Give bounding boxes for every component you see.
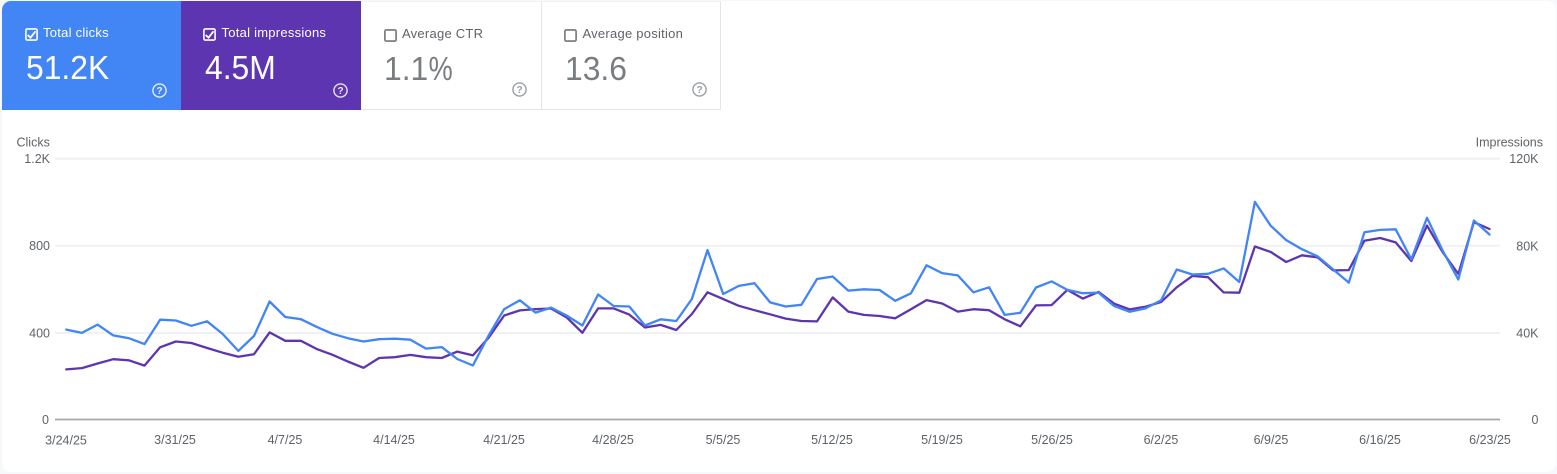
svg-text:Clicks: Clicks bbox=[17, 135, 50, 149]
svg-text:5/26/25: 5/26/25 bbox=[1031, 433, 1073, 447]
svg-text:0: 0 bbox=[42, 413, 49, 427]
svg-text:6/9/25: 6/9/25 bbox=[1254, 433, 1289, 447]
svg-text:80K: 80K bbox=[1516, 239, 1539, 253]
svg-text:?: ? bbox=[696, 85, 702, 96]
svg-text:3/31/25: 3/31/25 bbox=[154, 433, 196, 447]
svg-text:5/5/25: 5/5/25 bbox=[706, 433, 741, 447]
svg-text:?: ? bbox=[337, 86, 343, 97]
svg-text:400: 400 bbox=[29, 326, 50, 340]
svg-text:1.2K: 1.2K bbox=[24, 152, 50, 166]
svg-text:40K: 40K bbox=[1516, 327, 1539, 341]
svg-text:6/23/25: 6/23/25 bbox=[1469, 433, 1511, 447]
svg-text:0: 0 bbox=[1532, 413, 1539, 427]
svg-text:6/16/25: 6/16/25 bbox=[1359, 433, 1401, 447]
svg-text:?: ? bbox=[516, 85, 522, 96]
svg-text:120K: 120K bbox=[1509, 152, 1539, 166]
svg-text:4/21/25: 4/21/25 bbox=[483, 433, 525, 447]
svg-text:5/12/25: 5/12/25 bbox=[811, 433, 853, 447]
svg-text:5/19/25: 5/19/25 bbox=[921, 433, 963, 447]
svg-text:?: ? bbox=[156, 86, 162, 97]
svg-text:4/28/25: 4/28/25 bbox=[592, 433, 634, 447]
svg-text:4/14/25: 4/14/25 bbox=[373, 433, 415, 447]
svg-text:800: 800 bbox=[29, 239, 50, 253]
svg-text:4/7/25: 4/7/25 bbox=[268, 433, 303, 447]
svg-text:3/24/25: 3/24/25 bbox=[45, 434, 87, 448]
svg-text:Impressions: Impressions bbox=[1476, 135, 1543, 149]
svg-text:6/2/25: 6/2/25 bbox=[1144, 433, 1179, 447]
